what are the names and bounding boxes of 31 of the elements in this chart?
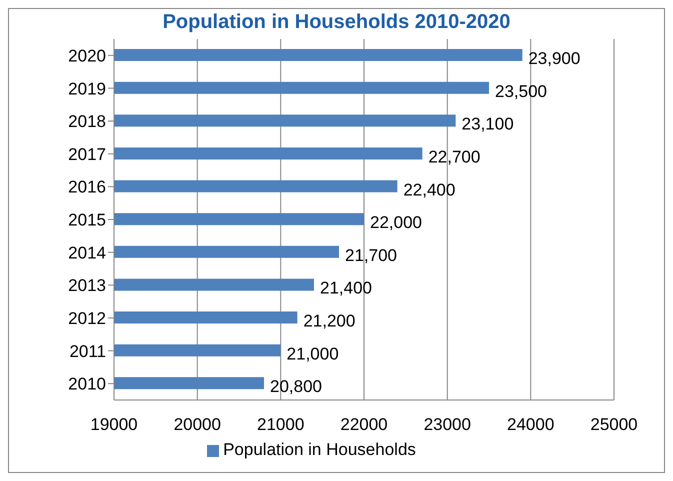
y-tick-label: 2013 — [68, 276, 106, 296]
y-tick-label: 2020 — [68, 46, 106, 66]
data-label: 23,900 — [528, 49, 580, 68]
y-tick-label: 2016 — [68, 178, 106, 197]
data-label: 22,700 — [428, 147, 480, 166]
legend-label: Population in Households — [223, 440, 416, 459]
x-tick-label: 25000 — [590, 415, 638, 434]
data-label: 20,800 — [270, 377, 322, 396]
y-tick-label: 2017 — [68, 144, 106, 164]
data-label: 21,400 — [320, 278, 372, 298]
y-tick-label: 2011 — [69, 342, 106, 361]
data-label: 21,200 — [303, 312, 356, 331]
x-tick-label: 22000 — [340, 415, 388, 434]
x-tick-label: 23000 — [424, 415, 471, 434]
y-tick-label: 2012 — [68, 308, 106, 328]
y-tick-label: 2019 — [68, 79, 106, 98]
y-tick-label: 2014 — [68, 243, 106, 262]
x-tick-label: 21000 — [257, 415, 304, 434]
data-label: 21,000 — [286, 344, 339, 364]
data-label: 22,400 — [403, 180, 456, 200]
data-label: 21,700 — [345, 246, 397, 265]
y-tick-label: 2015 — [68, 210, 106, 230]
data-label: 23,500 — [495, 82, 547, 101]
data-label: 23,100 — [462, 114, 514, 134]
x-tick-label: 19000 — [90, 415, 138, 434]
x-tick-label: 20000 — [174, 415, 221, 434]
y-tick-label: 2010 — [68, 374, 106, 394]
x-tick-label: 24000 — [507, 415, 554, 434]
chart-title: Population in Households 2010-2020 — [162, 10, 512, 35]
y-tick-label: 2018 — [68, 112, 106, 132]
data-label: 22,000 — [370, 213, 422, 232]
